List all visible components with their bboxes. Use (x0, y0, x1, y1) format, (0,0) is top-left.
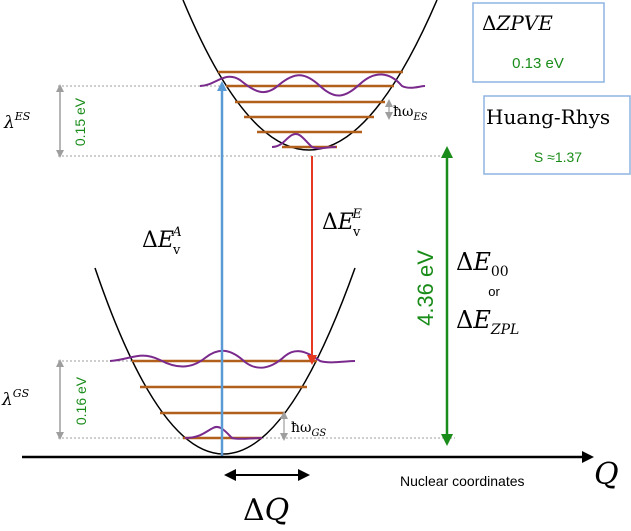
zpve-title: ΔZPVE (482, 11, 553, 35)
es-vibrational-levels (218, 70, 403, 149)
hw-gs-label: ħωGS (291, 420, 326, 439)
zpl-energy-label: ΔEZPL (456, 306, 519, 338)
huang-rhys-title: Huang-Rhys (486, 105, 610, 129)
es-wavefunction-high (199, 73, 426, 97)
gap-energy-value: 4.36 eV (413, 250, 438, 326)
zero-zero-energy-label: ΔE00 (456, 248, 509, 280)
hw-es-label: ħωES (393, 104, 428, 123)
absorption-energy-label: ΔEvA (142, 225, 182, 258)
lambda-gs-label: λGS (1, 387, 30, 410)
delta-q-label: ΔQ (243, 493, 289, 528)
lambda-es-value: 0.15 eV (72, 97, 88, 146)
zpve-box (472, 2, 605, 83)
or-text: or (488, 284, 500, 299)
huang-rhys-box (483, 95, 631, 175)
es-wavefunction-ground (271, 133, 337, 150)
gs-wavefunction-high (109, 349, 356, 369)
q-axis-label: Q (594, 457, 619, 492)
lambda-gs-value: 0.16 eV (73, 376, 89, 425)
zpve-value: 0.13 eV (512, 55, 564, 72)
huang-rhys-value: S ≈1.37 (534, 149, 582, 165)
lambda-es-label: λES (3, 110, 31, 133)
x-axis-label: Nuclear coordinates (400, 473, 525, 489)
gs-vibrational-levels (132, 359, 317, 440)
emission-energy-label: ΔEvE (322, 207, 362, 240)
